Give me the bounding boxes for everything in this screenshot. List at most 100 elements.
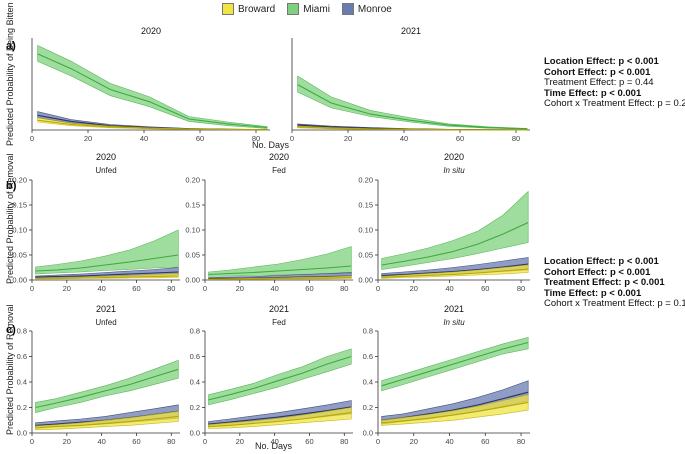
y-tick-label: 0.8	[363, 327, 373, 336]
x-tick-label: 40	[140, 134, 148, 143]
series-line-broward	[208, 276, 352, 280]
ribbon-miami	[37, 44, 268, 129]
chart-c-fed: 2021 Fed 0 20 40 60 80 0.0 0.2 0.4 0.6 0.8	[190, 304, 353, 446]
y-tick-label: 0.0	[190, 429, 200, 438]
series-line-broward	[208, 412, 352, 428]
legend-label-monroe: Monroe	[357, 3, 392, 15]
y-tick-label: 0.00	[358, 276, 373, 285]
ribbon-miami	[297, 75, 528, 130]
x-tick-label: 0	[290, 134, 294, 143]
chart-title: 2020	[141, 26, 161, 36]
stat-cohort-treatment-effect: Cohort x Treatment Effect: p = 0.12	[544, 298, 685, 310]
x-tick-label: 80	[340, 284, 348, 293]
chart-title: 2021	[444, 304, 464, 314]
stat-location-effect: Location Effect: p < 0.001	[544, 256, 659, 267]
chart-b-fed: 2020 Fed 0 20 40 60 80 0.00 0.05 0.10 0.15 0.20	[185, 152, 353, 293]
y-tick-label: 0.6	[17, 352, 27, 361]
x-tick-label: 60	[305, 437, 313, 446]
y-axis-label-c: Predicted Probability of Removal	[5, 304, 15, 435]
y-tick-label: 0.00	[185, 276, 200, 285]
x-tick-label: 80	[252, 134, 260, 143]
chart-c-unfed: 2021 Unfed 0 20 40 60 80 0.0 0.2 0.4 0.6 0.8	[17, 304, 180, 446]
legend-key-monroe	[341, 3, 354, 15]
x-tick-label: 40	[97, 284, 105, 293]
chart-title: 2021	[96, 304, 116, 314]
stat-cohort-effect: Cohort Effect: p < 0.001	[544, 66, 651, 78]
stat-treatment-effect: Treatment Effect: p < 0.001	[544, 277, 665, 289]
x-tick-label: 40	[445, 284, 453, 293]
ribbon-miami	[35, 359, 179, 413]
ribbon-broward	[35, 410, 179, 431]
panel-label-c: c)	[6, 324, 16, 336]
y-axis-label-b: Predicted Probability of Removal	[5, 153, 15, 284]
x-tick-label: 0	[203, 437, 207, 446]
y-tick-label: 0.05	[358, 251, 373, 260]
series-line-miami	[297, 84, 528, 130]
series-line-broward	[381, 401, 529, 424]
y-tick-label: 0.05	[185, 251, 200, 260]
x-tick-label: 40	[270, 284, 278, 293]
x-tick-label: 60	[132, 284, 140, 293]
x-tick-label: 80	[340, 437, 348, 446]
x-tick-label: 0	[203, 284, 207, 293]
series-line-monroe	[35, 271, 179, 278]
y-tick-label: 0.15	[185, 201, 200, 210]
ribbon-broward	[381, 264, 529, 279]
y-tick-label: 0.10	[185, 226, 200, 235]
chart-title: 2020	[96, 152, 116, 162]
ribbon-broward	[208, 407, 352, 429]
y-tick-label: 0.10	[358, 226, 373, 235]
legend-label-miami: Miami	[303, 3, 330, 15]
chart-b-insitu: 2020 In situ 0 20 40 60 80 0.00 0.05 0.10 0.15 0.20	[358, 152, 530, 293]
x-tick-label: 60	[132, 437, 140, 446]
x-axis-label-c: No. Days	[255, 441, 293, 451]
x-tick-label: 60	[456, 134, 464, 143]
stats-bottom: Location Effect: p < 0.001 Cohort Effect…	[544, 256, 685, 310]
x-tick-label: 80	[512, 134, 520, 143]
x-tick-label: 40	[445, 437, 453, 446]
y-tick-label: 0.20	[358, 176, 373, 185]
x-tick-label: 20	[63, 284, 71, 293]
y-tick-label: 0.15	[358, 201, 373, 210]
series-line-broward	[35, 275, 179, 280]
y-axis-label-a: Predicted Probability of Being Bitten	[5, 2, 15, 146]
y-tick-label: 0.2	[190, 403, 200, 412]
x-tick-label: 0	[30, 284, 34, 293]
x-tick-label: 40	[97, 437, 105, 446]
ribbon-miami	[35, 229, 179, 275]
series-line-miami	[35, 254, 179, 272]
stat-time-effect: Time Effect: p < 0.001	[544, 87, 642, 99]
chart-title: 2020	[269, 152, 289, 162]
y-tick-label: 0.20	[12, 176, 27, 185]
x-tick-label: 20	[236, 437, 244, 446]
ribbon-miami	[208, 246, 352, 277]
y-tick-label: 0.0	[17, 429, 27, 438]
x-tick-label: 20	[236, 284, 244, 293]
ribbon-broward	[381, 394, 529, 426]
series-line-broward	[297, 126, 528, 131]
x-tick-label: 80	[167, 284, 175, 293]
x-tick-label: 20	[344, 134, 352, 143]
x-tick-label: 60	[481, 437, 489, 446]
series-line-miami	[381, 222, 529, 266]
chart-subtitle: Fed	[272, 166, 286, 175]
x-tick-label: 0	[30, 134, 34, 143]
chart-b-unfed: 2020 Unfed 0 20 40 60 80 0.00 0.05 0.10 0.15 0.20	[12, 152, 180, 293]
x-tick-label: 60	[196, 134, 204, 143]
chart-subtitle: In situ	[443, 318, 465, 327]
chart-a-2020: 2020 0 20 40 60 80	[30, 26, 270, 143]
x-tick-label: 20	[410, 437, 418, 446]
panel-label-a: a)	[6, 40, 16, 52]
chart-title: 2021	[401, 26, 421, 36]
stat-treatment-effect: Treatment Effect: p = 0.44	[544, 77, 654, 89]
y-tick-label: 0.4	[363, 378, 373, 387]
x-tick-label: 20	[410, 284, 418, 293]
stat-location-effect: Location Effect: p < 0.001	[544, 56, 659, 67]
legend-key-broward	[222, 3, 234, 15]
chart-subtitle: Fed	[272, 318, 286, 327]
x-tick-label: 40	[270, 437, 278, 446]
series-line-miami	[208, 265, 352, 276]
y-tick-label: 0.2	[363, 403, 373, 412]
x-tick-label: 60	[305, 284, 313, 293]
